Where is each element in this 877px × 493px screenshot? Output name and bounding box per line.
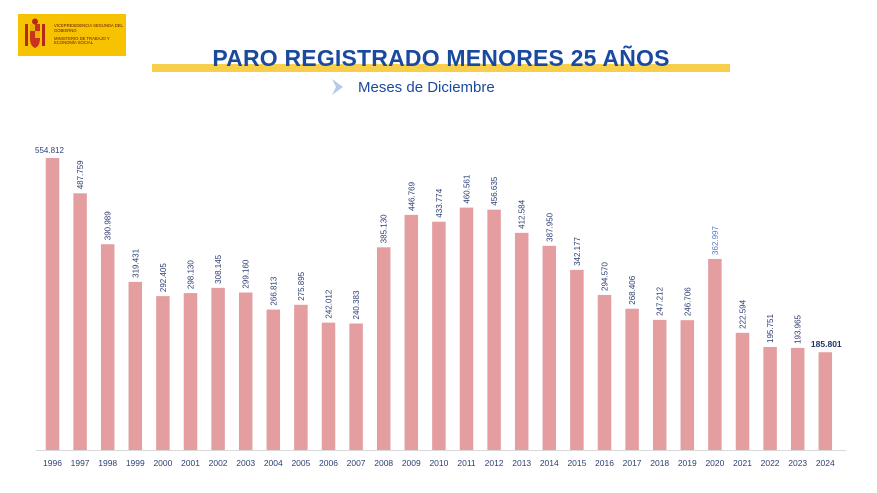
x-tick-label-2022: 2022 — [761, 458, 780, 468]
bar-2013 — [514, 232, 529, 450]
bar-2021 — [735, 332, 750, 450]
coat-of-arms-icon — [25, 18, 45, 48]
x-tick-label-2021: 2021 — [733, 458, 752, 468]
data-label-2018: 247.212 — [656, 286, 665, 315]
x-tick-label-2007: 2007 — [347, 458, 366, 468]
bar-1999 — [128, 281, 143, 450]
chart-subtitle: Meses de Diciembre — [358, 78, 495, 96]
chart-title: PARO REGISTRADO MENORES 25 AÑOS — [212, 45, 670, 71]
bar-2023 — [790, 347, 805, 450]
x-tick-label-2013: 2013 — [512, 458, 531, 468]
x-tick-label-2015: 2015 — [567, 458, 586, 468]
x-tick-label-2020: 2020 — [705, 458, 724, 468]
data-label-2008: 385.130 — [380, 214, 389, 243]
data-label-2021: 222.594 — [739, 299, 748, 328]
data-label-2017: 268.406 — [628, 275, 637, 304]
x-tick-label-2000: 2000 — [153, 458, 172, 468]
bar-2016 — [597, 294, 612, 450]
x-tick-label-2004: 2004 — [264, 458, 283, 468]
bar-2004 — [266, 309, 281, 450]
data-label-2006: 242.012 — [325, 289, 334, 318]
bar-2024 — [818, 352, 833, 450]
bar-2014 — [542, 245, 557, 450]
bar-2018 — [652, 319, 667, 450]
x-tick-label-2018: 2018 — [650, 458, 669, 468]
x-tick-label-2011: 2011 — [457, 458, 476, 468]
data-label-2024: 185.801 — [811, 339, 842, 349]
x-tick-label-1997: 1997 — [71, 458, 90, 468]
data-label-1996: 554.812 — [35, 146, 64, 155]
bar-2001 — [183, 293, 198, 450]
data-label-2020: 362.997 — [711, 225, 720, 254]
bar-2008 — [376, 247, 391, 450]
x-tick-label-2014: 2014 — [540, 458, 559, 468]
data-label-2011: 460.561 — [463, 174, 472, 203]
data-label-2001: 298.130 — [187, 260, 196, 289]
data-label-2013: 412.584 — [518, 199, 527, 228]
x-tick-label-2003: 2003 — [236, 458, 255, 468]
x-tick-label-2012: 2012 — [485, 458, 504, 468]
data-label-2002: 308.145 — [214, 254, 223, 283]
logo-text-ministerio: MINISTERIO DE TRABAJO Y ECONOMÍA SOCIAL — [54, 35, 110, 46]
title-underline-band — [152, 64, 730, 72]
data-label-1999: 319.431 — [131, 248, 140, 277]
data-label-2023: 193.965 — [794, 314, 803, 343]
data-label-2009: 446.769 — [407, 181, 416, 210]
bar-2019 — [680, 320, 695, 450]
data-label-2005: 275.895 — [297, 271, 306, 300]
bar-2015 — [570, 269, 584, 450]
data-label-2003: 299.160 — [242, 259, 251, 288]
government-logo: VICEPRESIDENCIA SEGUNDA DEL GOBIERNO MIN… — [18, 14, 126, 56]
x-tick-label-2019: 2019 — [678, 458, 697, 468]
x-tick-label-2005: 2005 — [291, 458, 310, 468]
data-label-2004: 266.813 — [269, 276, 278, 305]
data-label-2019: 246.706 — [683, 287, 692, 316]
x-tick-label-2002: 2002 — [209, 458, 228, 468]
bar-2003 — [238, 292, 253, 450]
x-tick-label-2008: 2008 — [374, 458, 393, 468]
x-tick-label-1996: 1996 — [43, 458, 62, 468]
bar-2009 — [404, 214, 419, 450]
x-tick-label-2006: 2006 — [319, 458, 338, 468]
x-tick-label-2023: 2023 — [788, 458, 807, 468]
bar-2012 — [487, 209, 501, 450]
data-label-1998: 390.989 — [104, 211, 113, 240]
bar-2017 — [625, 308, 639, 450]
bar-2002 — [211, 287, 225, 450]
data-label-2016: 294.570 — [601, 262, 610, 291]
bar-2007 — [349, 323, 363, 450]
bar-1996 — [45, 158, 60, 450]
bar-2010 — [432, 221, 446, 450]
data-label-1997: 487.759 — [76, 160, 85, 189]
subtitle-row: Meses de Diciembre — [330, 77, 495, 97]
data-label-2012: 456.635 — [490, 176, 499, 205]
chevron-right-icon — [332, 79, 343, 95]
x-tick-label-2001: 2001 — [181, 458, 200, 468]
x-tick-label-1999: 1999 — [126, 458, 145, 468]
data-label-2000: 292.405 — [159, 263, 168, 292]
data-label-2015: 342.177 — [573, 236, 582, 265]
bar-1998 — [100, 244, 115, 450]
bar-2005 — [294, 304, 308, 450]
data-label-2022: 195.751 — [766, 314, 775, 343]
x-tick-label-2009: 2009 — [402, 458, 421, 468]
x-tick-label-2024: 2024 — [816, 458, 835, 468]
data-label-2010: 433.774 — [435, 188, 444, 217]
x-tick-label-2010: 2010 — [429, 458, 448, 468]
bar-1997 — [73, 193, 87, 451]
bar-2022 — [763, 346, 777, 450]
x-tick-label-2016: 2016 — [595, 458, 614, 468]
x-tick-label-1998: 1998 — [98, 458, 117, 468]
x-tick-label-2017: 2017 — [623, 458, 642, 468]
bar-2000 — [156, 296, 170, 450]
bar-2006 — [321, 322, 336, 450]
bar-2011 — [459, 207, 474, 450]
logo-text-vicepresidencia: VICEPRESIDENCIA SEGUNDA DEL GOBIERNO — [54, 22, 123, 33]
bar-2020 — [708, 258, 722, 450]
data-label-2007: 240.383 — [352, 290, 361, 319]
data-label-2014: 387.950 — [545, 212, 554, 241]
